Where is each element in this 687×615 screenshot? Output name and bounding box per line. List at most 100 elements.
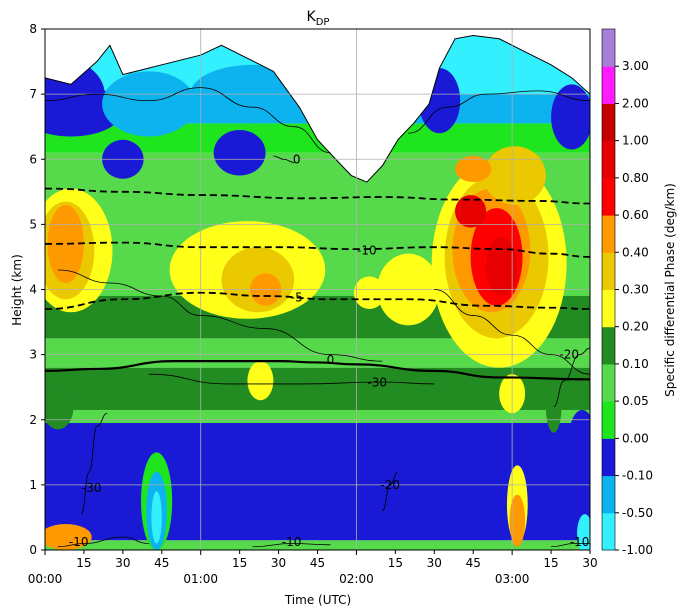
kdp-cell	[247, 361, 274, 401]
colorbar-tick-label: 0.10	[622, 357, 649, 371]
colorbar-swatch	[602, 326, 615, 365]
x-tick-label: 45	[310, 556, 325, 570]
x-tick-label: 01:00	[183, 572, 218, 586]
colorbar-tick-label: -0.50	[622, 506, 653, 520]
colorbar-tick-label: 3.00	[622, 59, 649, 73]
y-tick-label: 1	[29, 478, 37, 492]
x-tick-label: 30	[271, 556, 286, 570]
thin-contour	[553, 347, 590, 408]
colorbar-label: Specific differential Phase (deg/km)	[663, 183, 677, 397]
x-tick-label: 03:00	[495, 572, 530, 586]
thin-contour	[57, 269, 383, 362]
plot-area: 0 -5 -10 -30 -20 -30 -10 -10 -20 -10 0	[45, 29, 590, 550]
contour-label: -20	[559, 348, 579, 362]
contour-label: -10	[282, 535, 302, 549]
colorbar-swatch	[602, 66, 615, 104]
x-tick-label: 45	[154, 556, 169, 570]
colorbar: -1.00 -0.50 -0.10 0.00 0.05 0.10 0.20 0.30 0.40 0…	[601, 28, 653, 557]
kdp-cell	[353, 276, 385, 310]
y-tick-label: 5	[29, 217, 37, 231]
thin-contour	[252, 543, 331, 548]
thin-contour	[273, 155, 295, 163]
temperature-contour	[45, 187, 590, 205]
contour-label: -30	[367, 376, 387, 390]
x-axis: 00:00 15 30 45 01:00 15 30 45 02:00 15 30 45 03:00 15…	[28, 550, 598, 586]
colorbar-swatch	[602, 252, 615, 290]
colorbar-swatch	[602, 177, 615, 216]
x-tick-label: 30	[582, 556, 597, 570]
x-tick-label: 45	[466, 556, 481, 570]
echo-top-mask	[45, 29, 590, 183]
kdp-cell	[213, 129, 266, 176]
kdp-cell	[577, 514, 590, 550]
kdp-cell	[551, 84, 590, 150]
y-tick-label: 3	[29, 348, 37, 362]
x-tick-label: 02:00	[339, 572, 374, 586]
kdp-cell	[509, 494, 526, 547]
x-tick-label: 30	[115, 556, 130, 570]
y-tick-label: 7	[29, 87, 37, 101]
x-tick-label: 15	[388, 556, 403, 570]
cells-layer	[45, 55, 590, 550]
grid-layer	[45, 29, 590, 550]
contour-label: -10	[570, 535, 590, 549]
x-tick-label: 15	[232, 556, 247, 570]
colorbar-swatch	[602, 215, 615, 253]
thin-contour	[551, 543, 590, 548]
title-subscript: DP	[316, 17, 330, 28]
thin-contour	[381, 471, 399, 512]
colorbar-swatch	[602, 512, 615, 551]
y-axis: 0 1 2 3 4 5 6 7 8	[29, 22, 45, 557]
kdp-cell	[151, 491, 162, 544]
thin-contour	[148, 373, 435, 385]
kdp-cell	[455, 155, 492, 183]
colorbar-swatch	[602, 103, 615, 142]
chart-title: KDP	[307, 9, 330, 28]
y-tick-label: 4	[29, 283, 37, 297]
contour-label: -20	[380, 478, 400, 492]
kdp-cell	[486, 237, 518, 297]
thin-contour	[80, 412, 108, 515]
contour-label: -10	[69, 535, 89, 549]
contour-label: 0	[327, 353, 335, 367]
height-band	[45, 540, 590, 550]
x-axis-label: Time (UTC)	[284, 593, 351, 607]
kdp-cell	[102, 71, 196, 137]
thin-contour	[408, 90, 590, 134]
temperature-contour	[45, 360, 590, 381]
colorbar-tick-label: 2.00	[622, 96, 649, 110]
colorbar-tick-label: 1.00	[622, 134, 649, 148]
title-main: K	[307, 9, 317, 25]
colorbar-swatch	[602, 29, 615, 67]
colorbar-tick-label: -1.00	[622, 543, 653, 557]
colorbar-swatch	[602, 401, 615, 439]
y-axis-label: Height (km)	[10, 254, 24, 325]
contour-label: 0	[293, 152, 301, 166]
colorbar-tick-label: 0.20	[622, 320, 649, 334]
colorbar-tick-label: 0.00	[622, 431, 649, 445]
colorbar-tick-label: 0.80	[622, 171, 649, 185]
height-band	[45, 367, 590, 410]
colorbar-swatch	[602, 289, 615, 328]
temperature-contour	[45, 241, 590, 258]
y-tick-label: 2	[29, 413, 37, 427]
thin-contour	[434, 289, 590, 375]
colorbar-swatch	[602, 475, 615, 514]
contour-label: -30	[82, 481, 102, 495]
y-tick-label: 8	[29, 22, 37, 36]
contour-label: -10	[357, 243, 377, 257]
colorbar-tick-label: -0.10	[622, 469, 653, 483]
y-tick-label: 0	[29, 543, 37, 557]
temperature-contour	[45, 291, 590, 310]
colorbar-swatch	[602, 438, 615, 477]
x-tick-label: 15	[543, 556, 558, 570]
kdp-cell	[45, 383, 74, 430]
x-tick-label: 30	[427, 556, 442, 570]
x-tick-label: 15	[76, 556, 91, 570]
y-tick-label: 6	[29, 152, 37, 166]
colorbar-tick-label: 0.05	[622, 394, 649, 408]
colorbar-tick-label: 0.30	[622, 283, 649, 297]
contour-layer: 0 -5 -10 -30 -20 -30 -10 -10 -20 -10 0	[45, 87, 590, 549]
colorbar-tick-label: 0.60	[622, 208, 649, 222]
kdp-cell	[455, 195, 487, 228]
